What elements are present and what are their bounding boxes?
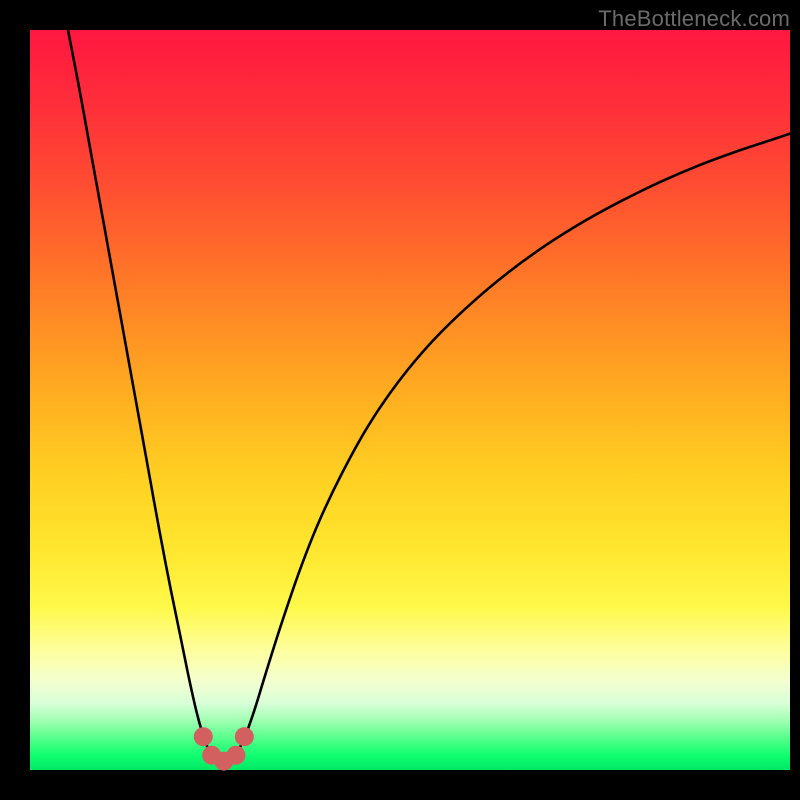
bottleneck-curve-chart — [0, 0, 800, 800]
chart-frame: TheBottleneck.com — [0, 0, 800, 800]
watermark-text: TheBottleneck.com — [598, 6, 790, 32]
